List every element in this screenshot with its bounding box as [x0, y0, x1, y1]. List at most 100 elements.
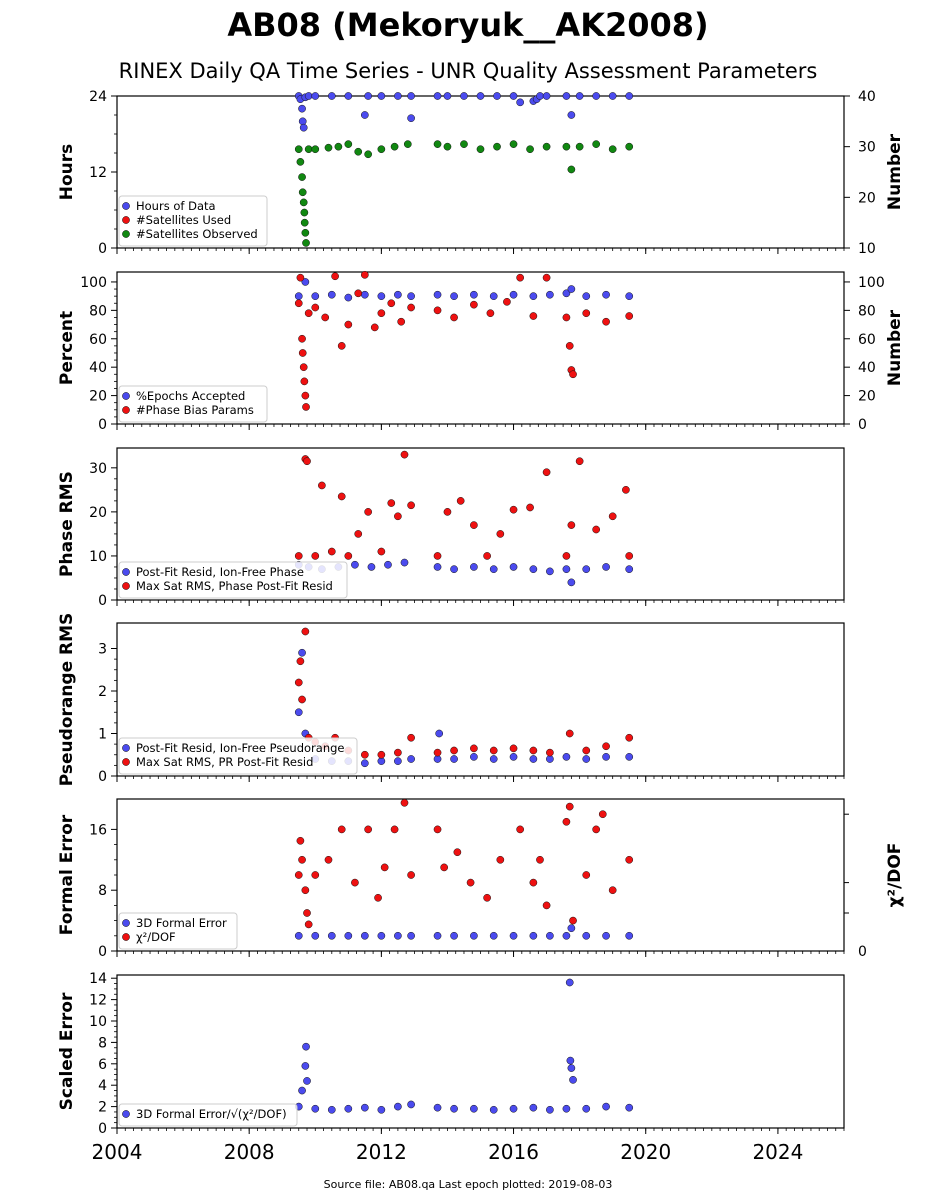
data-point [470, 563, 478, 571]
data-point [562, 92, 571, 100]
legend-box [118, 737, 358, 775]
y-tick-label: 1 [98, 727, 107, 743]
y-tick-label: 4 [98, 1078, 107, 1094]
panel-6: 2004 2008 2012 2016 2020 2024 0 2 4 6 8 10 12 14 Scale… [57, 971, 845, 1164]
data-point [625, 733, 634, 742]
data-point [602, 1102, 610, 1111]
panel-3: 0 10 20 30 Phase RMS Post-Fit Resid, Ion-Free… [57, 447, 845, 609]
data-point [407, 755, 415, 763]
data-point [450, 755, 458, 763]
data-point [407, 303, 415, 312]
data-point [516, 273, 525, 282]
data-point [493, 142, 501, 151]
data-point [407, 733, 415, 742]
data-point [529, 565, 538, 574]
data-point [301, 228, 310, 237]
data-point [582, 755, 591, 763]
data-point [354, 289, 363, 298]
legend-box [118, 912, 238, 950]
y-tick-label: 14 [89, 971, 107, 987]
data-point [546, 290, 554, 299]
data-point [470, 300, 478, 309]
y-tick-label: 6 [98, 1057, 107, 1073]
data-point [294, 299, 303, 308]
data-point [608, 512, 617, 521]
data-point [526, 503, 534, 512]
data-point [377, 547, 386, 556]
x-tick-label: 2008 [224, 1140, 275, 1164]
data-point [470, 744, 478, 753]
y2-tick-label: 0 [858, 417, 867, 433]
data-point [529, 312, 538, 320]
data-point [602, 753, 610, 761]
y-axis-label: Hours [57, 144, 77, 201]
data-point [562, 931, 571, 940]
data-point [529, 878, 538, 887]
data-point [354, 530, 363, 538]
data-point [509, 563, 518, 571]
data-point [299, 363, 308, 372]
data-point [529, 746, 538, 755]
data-point [344, 293, 353, 302]
data-point [453, 848, 462, 857]
data-point [301, 1062, 310, 1070]
data-point [324, 143, 333, 152]
data-point [433, 563, 442, 571]
data-point [380, 863, 389, 872]
legend-label: 3D Formal Error [136, 916, 227, 930]
data-point [299, 198, 308, 207]
data-point [625, 753, 634, 761]
y2-axis-label: Number [885, 133, 905, 210]
data-point [360, 759, 369, 768]
data-point [400, 798, 409, 807]
data-point [367, 563, 376, 571]
data-point [625, 292, 634, 300]
data-point [296, 836, 305, 845]
x-tick-label: 2004 [92, 1140, 143, 1164]
data-point [311, 1104, 320, 1113]
data-point [364, 92, 372, 100]
data-point [433, 931, 442, 940]
legend-box [118, 561, 348, 599]
data-point [390, 825, 399, 834]
data-point [344, 320, 353, 329]
data-point [565, 802, 574, 811]
data-point [318, 481, 326, 490]
legend-marker [122, 230, 130, 238]
data-point [526, 145, 534, 154]
data-point [360, 931, 369, 940]
data-point [334, 142, 343, 151]
data-point [575, 457, 584, 466]
data-point [546, 748, 554, 757]
data-point [433, 748, 442, 757]
data-point [298, 1086, 306, 1095]
y2-tick-label: 60 [858, 332, 876, 348]
y-tick-label: 8 [98, 883, 107, 899]
data-point [567, 111, 576, 119]
panel-4: 0 1 2 3 Pseudorange RMS Post-Fit Resid, Ion-F… [57, 613, 845, 786]
data-point [542, 468, 551, 477]
data-point [443, 508, 452, 516]
legend-label: %Epochs Accepted [136, 389, 245, 403]
data-point [298, 104, 306, 113]
data-point [337, 825, 346, 834]
data-point [344, 931, 353, 940]
data-point [407, 92, 415, 100]
data-point [384, 560, 392, 569]
y-tick-label: 60 [89, 332, 107, 348]
data-point [302, 1042, 310, 1051]
data-point [304, 92, 313, 100]
data-point [298, 349, 307, 357]
data-point [562, 1104, 571, 1113]
data-point [546, 755, 554, 763]
data-point [625, 931, 634, 940]
y-tick-label: 0 [98, 241, 107, 257]
data-point [327, 931, 336, 940]
y2-tick-label: 0 [858, 944, 867, 960]
data-point [394, 1102, 402, 1111]
data-point [567, 165, 576, 174]
data-point [304, 145, 313, 154]
x-tick-label: 2016 [488, 1140, 539, 1164]
data-point [302, 239, 310, 247]
